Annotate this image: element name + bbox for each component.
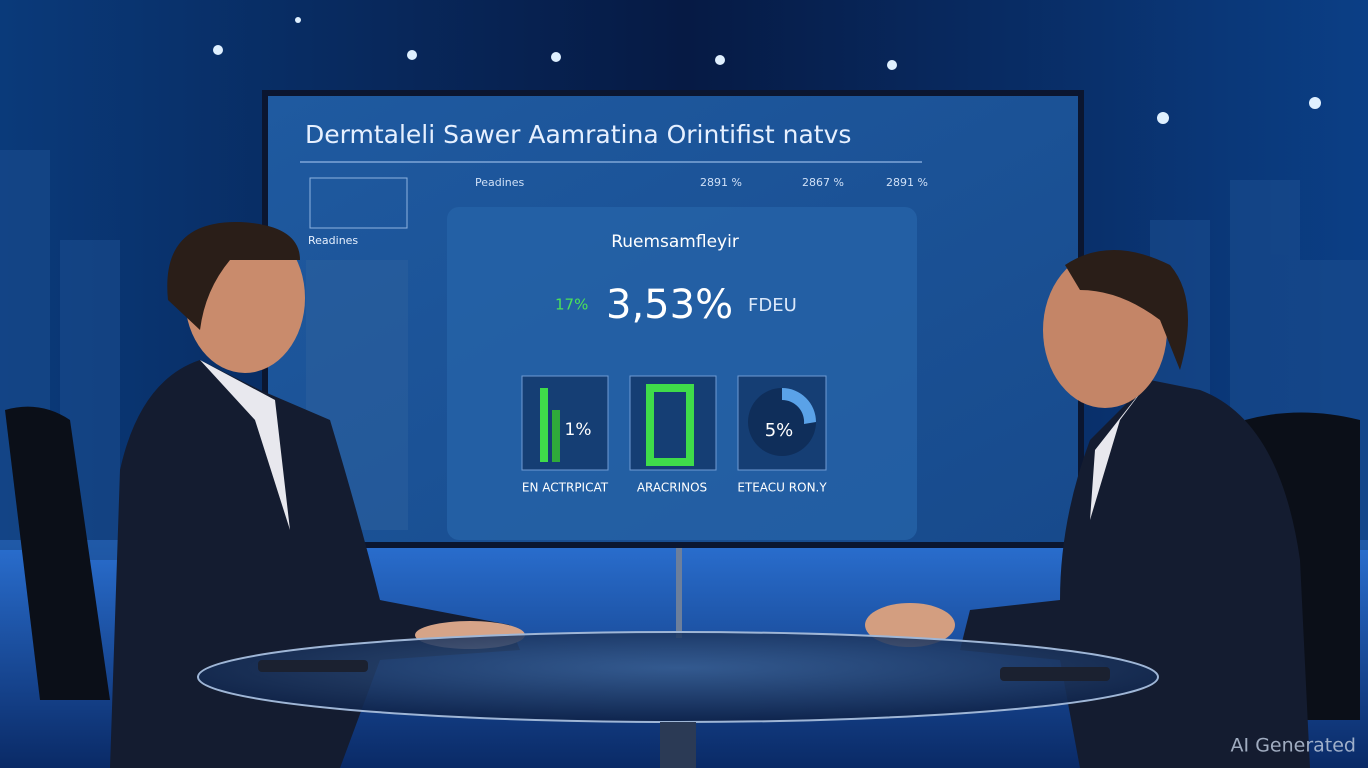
screen-title: Dermtaleli Sawer Aamratina Orintifist na… (305, 120, 851, 149)
tile (521, 375, 609, 471)
table-notepad (1000, 667, 1110, 681)
ceiling-lights (213, 17, 1321, 124)
header-cell: Peadines (475, 176, 525, 189)
person-right-shirt (1090, 380, 1150, 520)
tile-label: EN ACTRPICAT (522, 481, 609, 495)
side-label: Readines (308, 234, 358, 247)
screen-stand (676, 548, 682, 638)
side-box (309, 177, 408, 229)
tile-bar-graphic (646, 384, 694, 466)
tile-ring-arc (782, 388, 816, 424)
table-notepad (258, 660, 368, 672)
panel-heading: Ruemsamfleyir (611, 232, 739, 252)
chair-left (5, 406, 110, 700)
tile-bar-graphic (540, 388, 548, 462)
tile-label: ETEACU RON.Y (737, 481, 827, 495)
tile-value: 1% (565, 420, 592, 440)
person-left-shirt (200, 360, 290, 530)
header-cell: 2891 % (886, 176, 928, 189)
stat-unit: FDEU (748, 295, 797, 316)
person-left-hair (167, 221, 300, 330)
main-stat: 3,53% (606, 282, 733, 328)
small-stat: 17% (555, 296, 588, 314)
person-right-body (960, 380, 1310, 768)
tile-value: 5% (765, 420, 794, 441)
table-leg (660, 722, 696, 768)
tile-label: ARACRINOS (637, 481, 707, 495)
watermark: AI Generated (1231, 735, 1356, 757)
header-cell: 2891 % (700, 176, 742, 189)
header-cell: 2867 % (802, 176, 844, 189)
tile-bar-graphic (552, 410, 560, 462)
person-right-hair (1065, 250, 1188, 370)
